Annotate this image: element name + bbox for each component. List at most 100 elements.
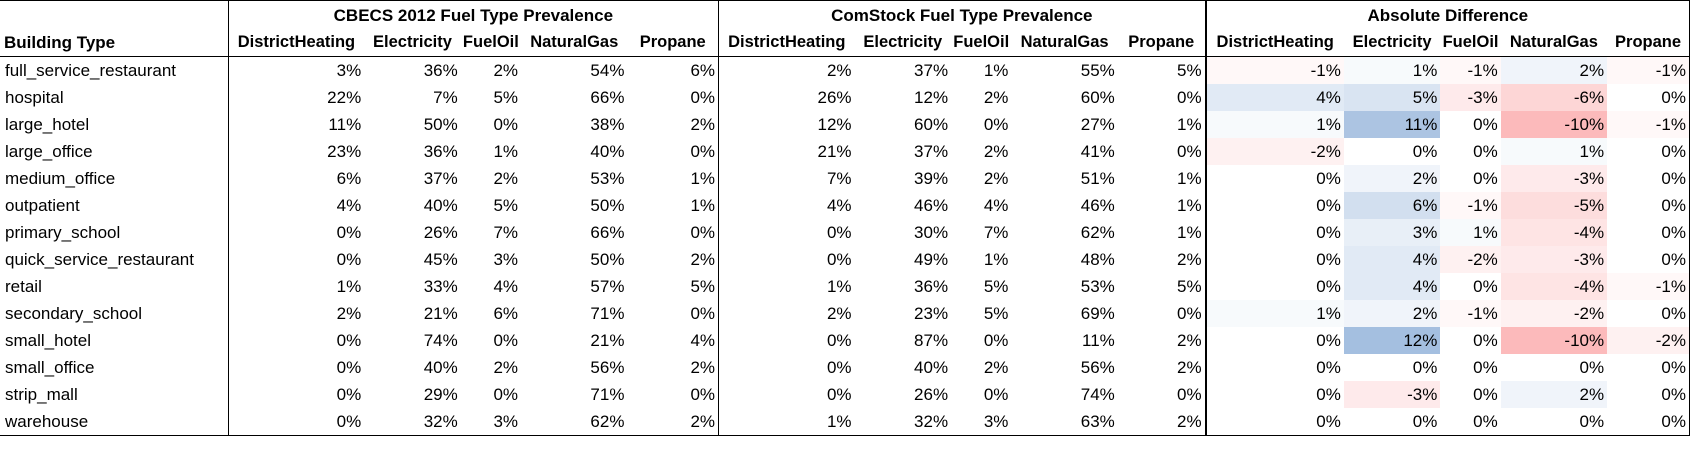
comstock-fueloil-cell: 2% [983, 358, 1009, 377]
diff-fueloil-cell: 1% [1440, 219, 1501, 246]
building-type-cell: medium_office [5, 169, 116, 188]
column-header-comstock-districtheating: DistrictHeating [718, 29, 855, 57]
cbecs-propane-cell: 0% [690, 385, 716, 404]
comstock-electricity-cell: 40% [914, 358, 949, 377]
cbecs-propane-cell: 0% [690, 142, 716, 161]
diff-fueloil-cell: 0% [1473, 358, 1498, 377]
cbecs-naturalgas-cell: 53% [590, 169, 625, 188]
diff-electricity-cell: 2% [1343, 300, 1441, 327]
diff-districtheating-cell: 0% [1204, 219, 1344, 246]
cbecs-electricity-cell: 33% [423, 277, 458, 296]
comstock-propane-cell: 1% [1177, 196, 1202, 215]
diff-districtheating-cell: 0% [1204, 408, 1344, 436]
cbecs-districtheating-cell: 0% [227, 246, 365, 273]
diff-electricity-cell: -3% [1343, 381, 1441, 408]
cbecs-electricity-cell: 26% [423, 223, 458, 242]
column-header-diff-naturalgas: NaturalGas [1500, 29, 1608, 57]
table-row: quick_service_restaurant 0% 45% 3% 50% 2% 0% 49… [0, 246, 1691, 273]
comstock-propane-cell: 2% [1177, 331, 1202, 350]
comstock-fueloil-cell: 0% [983, 385, 1009, 404]
building-type-cell: hospital [5, 88, 64, 107]
diff-electricity-cell: 3% [1343, 219, 1441, 246]
cbecs-naturalgas-cell: 50% [590, 196, 625, 215]
building-type-header: Building Type [0, 29, 229, 57]
comstock-districtheating-cell: 0% [718, 327, 855, 354]
diff-districtheating-cell: 0% [1204, 273, 1344, 300]
comstock-fueloil-cell: 5% [983, 277, 1009, 296]
diff-districtheating-cell: 0% [1204, 381, 1344, 408]
diff-fueloil-cell: -1% [1440, 56, 1501, 84]
comstock-propane-cell: 1% [1177, 115, 1202, 134]
comstock-propane-cell: 0% [1177, 142, 1202, 161]
comstock-fueloil-cell: 2% [983, 169, 1009, 188]
diff-districtheating-cell: -2% [1204, 138, 1344, 165]
diff-districtheating-cell: 4% [1204, 84, 1344, 111]
comstock-fueloil-cell: 1% [983, 250, 1009, 269]
building-type-cell: small_office [5, 358, 95, 377]
comstock-naturalgas-cell: 51% [1080, 169, 1115, 188]
cbecs-propane-cell: 0% [690, 223, 716, 242]
cbecs-naturalgas-cell: 56% [590, 358, 625, 377]
diff-electricity-cell: 0% [1412, 142, 1438, 161]
diff-naturalgas-cell: 2% [1500, 56, 1608, 84]
cbecs-electricity-cell: 36% [423, 142, 458, 161]
diff-districtheating-cell: 1% [1204, 300, 1344, 327]
comstock-propane-cell: 0% [1177, 88, 1202, 107]
diff-fueloil-cell: 0% [1473, 115, 1498, 134]
table-row: large_hotel 11% 50% 0% 38% 2% 12% 60% 0% 27% 1% 1% 1… [0, 111, 1691, 138]
table-row: medium_office 6% 37% 2% 53% 1% 7% 39% 2% 51% 1% 0% 2… [0, 165, 1691, 192]
comstock-electricity-cell: 87% [914, 331, 949, 350]
comstock-fueloil-cell: 0% [983, 115, 1009, 134]
comstock-districtheating-cell: 21% [718, 138, 855, 165]
comstock-naturalgas-cell: 69% [1080, 304, 1115, 323]
building-type-cell: large_hotel [5, 115, 90, 134]
cbecs-districtheating-cell: 0% [227, 327, 365, 354]
cbecs-naturalgas-cell: 50% [590, 250, 625, 269]
comstock-propane-cell: 0% [1177, 385, 1202, 404]
diff-districtheating-cell: 0% [1204, 246, 1344, 273]
comstock-electricity-cell: 12% [914, 88, 949, 107]
cbecs-electricity-cell: 7% [433, 88, 458, 107]
cbecs-propane-cell: 2% [690, 250, 716, 269]
diff-electricity-cell: 0% [1412, 358, 1438, 377]
comstock-districtheating-cell: 7% [718, 165, 855, 192]
column-header-diff-propane: Propane [1607, 29, 1691, 57]
cbecs-naturalgas-cell: 40% [590, 142, 625, 161]
comstock-electricity-cell: 32% [854, 408, 952, 436]
diff-naturalgas-cell: -10% [1500, 327, 1608, 354]
diff-propane-cell: 0% [1607, 192, 1691, 219]
cbecs-propane-cell: 2% [627, 408, 719, 436]
cbecs-districtheating-cell: 22% [227, 84, 365, 111]
cbecs-propane-cell: 0% [690, 304, 716, 323]
cbecs-fueloil-cell: 7% [493, 223, 519, 242]
comstock-districtheating-cell: 4% [718, 192, 855, 219]
cbecs-fueloil-cell: 5% [493, 196, 519, 215]
diff-fueloil-cell: 0% [1440, 408, 1501, 436]
fuel-prevalence-table: CBECS 2012 Fuel Type Prevalence ComStock… [0, 0, 1691, 436]
cbecs-propane-cell: 2% [690, 115, 716, 134]
cbecs-fueloil-cell: 5% [493, 88, 519, 107]
building-type-cell: outpatient [5, 196, 80, 215]
comstock-propane-cell: 2% [1117, 408, 1206, 436]
diff-naturalgas-cell: 1% [1500, 138, 1608, 165]
diff-naturalgas-cell: 2% [1500, 381, 1608, 408]
comstock-fueloil-cell: 2% [983, 88, 1009, 107]
diff-naturalgas-cell: 0% [1579, 358, 1605, 377]
cbecs-districtheating-cell: 6% [227, 165, 365, 192]
diff-propane-cell: -1% [1607, 273, 1691, 300]
cbecs-fueloil-cell: 3% [460, 408, 522, 436]
diff-districtheating-cell: -1% [1204, 56, 1344, 84]
column-header-diff-fueloil: FuelOil [1440, 29, 1501, 57]
cbecs-naturalgas-cell: 38% [590, 115, 625, 134]
column-header-comstock-propane: Propane [1117, 29, 1206, 57]
diff-fueloil-cell: -1% [1440, 300, 1501, 327]
cbecs-districtheating-cell: 4% [227, 192, 365, 219]
comstock-naturalgas-cell: 11% [1082, 331, 1115, 350]
table-row: outpatient 4% 40% 5% 50% 1% 4% 46% 4% 46% 1% 0% 6% -1… [0, 192, 1691, 219]
diff-propane-cell: 0% [1607, 219, 1691, 246]
column-header-diff-districtheating: DistrictHeating [1204, 29, 1344, 57]
diff-propane-cell: -2% [1607, 327, 1691, 354]
comstock-fueloil-cell: 1% [983, 61, 1009, 80]
comstock-electricity-cell: 46% [914, 196, 949, 215]
cbecs-fueloil-cell: 2% [493, 169, 519, 188]
